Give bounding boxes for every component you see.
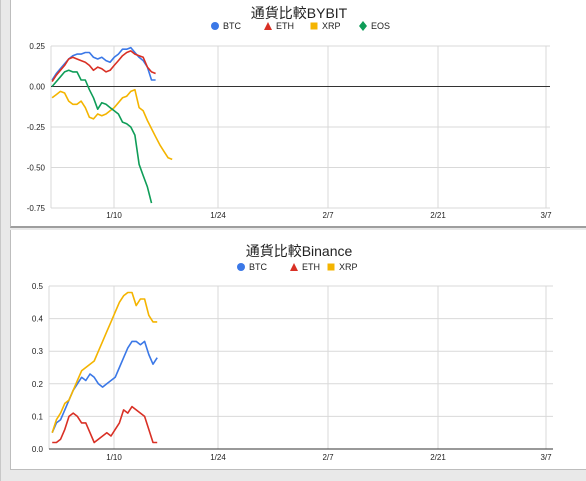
legend-item-eth: ETH xyxy=(290,262,320,272)
series-line-eos xyxy=(51,69,153,204)
x-tick-label: 3/7 xyxy=(540,453,552,462)
x-tick-label: 1/24 xyxy=(210,211,226,220)
legend-item-eth: ETH xyxy=(264,21,294,31)
y-tick-label: 0.3 xyxy=(32,347,44,356)
legend-item-btc: BTC xyxy=(211,21,242,31)
y-tick-label: 0.2 xyxy=(32,380,44,389)
legend-label: XRP xyxy=(339,262,358,272)
x-tick-label: 1/10 xyxy=(106,211,122,220)
legend-label: BTC xyxy=(249,262,268,272)
series-line-eth xyxy=(52,405,158,444)
y-tick-label: -0.50 xyxy=(27,164,46,173)
legend-item-xrp: XRP xyxy=(310,21,341,31)
legend-item-xrp: XRP xyxy=(327,262,358,272)
series-line-xrp xyxy=(51,291,158,433)
x-tick-label: 1/24 xyxy=(210,453,226,462)
legend-marker-square xyxy=(327,263,335,271)
legend-marker-circle xyxy=(211,22,219,30)
x-tick-label: 2/21 xyxy=(430,211,446,220)
y-tick-label: -0.75 xyxy=(27,204,46,213)
legend-item-eos: EOS xyxy=(359,21,390,31)
y-tick-label: 0.0 xyxy=(32,445,44,454)
x-tick-label: 2/7 xyxy=(322,211,334,220)
sheet-left-edge xyxy=(0,0,1,481)
legend-marker-circle xyxy=(237,263,245,271)
x-tick-label: 3/7 xyxy=(540,211,552,220)
chart-title: 通貨比較BYBIT xyxy=(251,5,348,21)
legend-label: ETH xyxy=(276,21,294,31)
legend-marker-diamond xyxy=(359,21,367,31)
legend-label: BTC xyxy=(223,21,242,31)
y-tick-label: 0.00 xyxy=(29,83,45,92)
legend-label: ETH xyxy=(302,262,320,272)
chart-title: 通貨比較Binance xyxy=(246,243,353,259)
chart-binance-svg: 通貨比較Binance 0.5 0.4 0.3 0.2 0.1 0.0 1/10 1/24 2/7… xyxy=(32,243,553,462)
y-tick-label: 0.25 xyxy=(29,42,45,51)
y-tick-label: 0.5 xyxy=(32,282,44,291)
legend-item-btc: BTC xyxy=(237,262,268,272)
x-tick-label: 1/10 xyxy=(106,453,122,462)
y-tick-label: 0.1 xyxy=(32,412,44,421)
legend-marker-triangle xyxy=(264,22,272,30)
legend-label: XRP xyxy=(322,21,341,31)
legend-marker-triangle xyxy=(290,263,298,271)
series-line-xrp xyxy=(51,88,173,161)
y-tick-label: -0.25 xyxy=(27,123,46,132)
chart-card-binance[interactable]: 通貨比較Binance 0.5 0.4 0.3 0.2 0.1 0.0 1/10 1/24 2/7… xyxy=(10,230,586,470)
chart-bybit-svg: 通貨比較BYBIT 0.25 0.00 -0.25 -0.50 -0.75 1/10 1/24… xyxy=(27,5,552,220)
series-line-eth xyxy=(51,50,156,83)
chart-card-bybit[interactable]: 通貨比較BYBIT 0.25 0.00 -0.25 -0.50 -0.75 1/10 1/24… xyxy=(10,0,586,228)
y-tick-label: 0.4 xyxy=(32,315,44,324)
x-tick-label: 2/7 xyxy=(322,453,334,462)
x-tick-label: 2/21 xyxy=(430,453,446,462)
legend-marker-square xyxy=(310,22,318,30)
legend-label: EOS xyxy=(371,21,390,31)
series-line-btc xyxy=(51,46,156,81)
